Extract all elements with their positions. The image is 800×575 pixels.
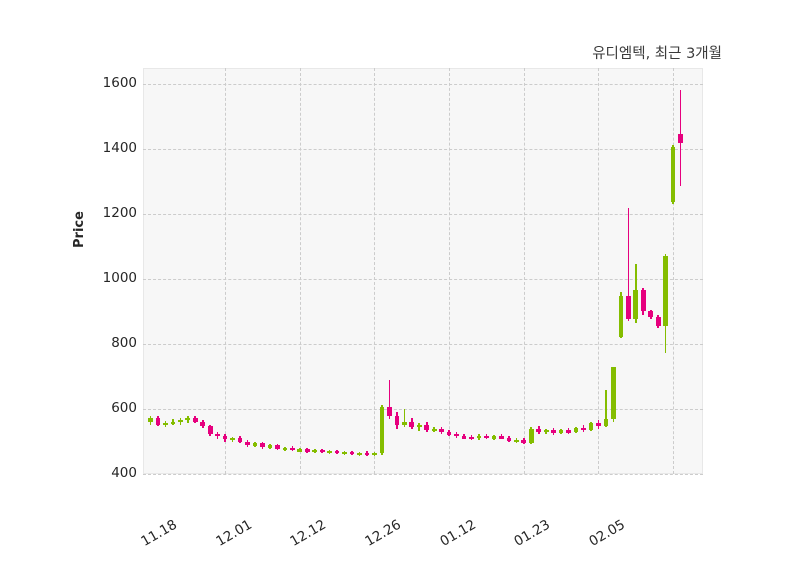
candle-body bbox=[655, 317, 661, 326]
y-tick-label: 1200 bbox=[102, 205, 137, 222]
chart-title: 유디엠텍, 최근 3개월 bbox=[592, 46, 722, 62]
candle-body bbox=[290, 448, 295, 451]
candle-body bbox=[402, 422, 407, 425]
candle-body bbox=[469, 436, 474, 440]
candle-wick bbox=[388, 379, 391, 419]
candle-body bbox=[297, 449, 303, 452]
candle-body bbox=[573, 427, 579, 432]
candle-body bbox=[640, 289, 646, 311]
candle-wick bbox=[403, 409, 406, 427]
candle-body bbox=[334, 451, 340, 454]
candle-body bbox=[304, 449, 310, 452]
candle-body bbox=[499, 436, 504, 439]
candle-wick bbox=[605, 389, 607, 428]
candle-body bbox=[596, 423, 601, 426]
y-tick-label: 600 bbox=[111, 400, 137, 417]
candle-body bbox=[633, 289, 639, 319]
candle-body bbox=[543, 429, 549, 432]
candle-body bbox=[163, 422, 168, 425]
candle-body bbox=[514, 439, 519, 442]
candle-body bbox=[379, 407, 385, 454]
candle-body bbox=[192, 418, 198, 423]
candle-body bbox=[230, 438, 235, 441]
candle-body bbox=[394, 415, 400, 425]
candle-body bbox=[200, 422, 206, 426]
candle-body bbox=[521, 439, 527, 443]
candle-body bbox=[491, 436, 497, 439]
candle-wick bbox=[627, 208, 630, 321]
candle-body bbox=[528, 428, 534, 443]
candle-body bbox=[416, 424, 422, 427]
candle-body bbox=[566, 430, 571, 433]
candle-body bbox=[155, 418, 161, 425]
candle-body bbox=[372, 453, 377, 456]
candle-body bbox=[170, 422, 176, 425]
candle-body bbox=[282, 448, 288, 451]
candle-body bbox=[275, 445, 280, 449]
candle-body bbox=[476, 435, 482, 439]
plot-area bbox=[143, 68, 703, 474]
candle-body bbox=[588, 423, 594, 430]
candle-body bbox=[178, 420, 183, 423]
candle-body bbox=[611, 367, 616, 420]
candle-body bbox=[618, 296, 624, 337]
candle-body bbox=[148, 418, 153, 423]
candle-body bbox=[260, 443, 265, 448]
candle-body bbox=[364, 453, 370, 456]
candle-body bbox=[648, 310, 654, 318]
candle-body bbox=[245, 441, 250, 445]
y-tick-label: 1400 bbox=[102, 140, 137, 157]
candle-body bbox=[424, 424, 430, 431]
candle-body bbox=[439, 428, 444, 433]
candle-body bbox=[626, 296, 631, 319]
y-tick-label: 1000 bbox=[102, 270, 137, 287]
candle-body bbox=[349, 451, 355, 455]
y-tick-label: 400 bbox=[111, 465, 137, 481]
candle-body bbox=[431, 428, 437, 431]
candle-body bbox=[484, 435, 489, 438]
candle-wick bbox=[418, 423, 421, 432]
candle-body bbox=[207, 425, 213, 434]
candle-body bbox=[506, 437, 512, 441]
candle-body bbox=[446, 432, 452, 435]
candle-body bbox=[387, 407, 392, 416]
y-tick-label: 1600 bbox=[102, 75, 137, 92]
candle-body bbox=[327, 451, 332, 454]
candle-body bbox=[536, 428, 542, 432]
candle-body bbox=[551, 429, 556, 434]
candle-body bbox=[319, 449, 325, 453]
candle-body bbox=[215, 433, 220, 437]
candle-body bbox=[678, 133, 683, 144]
candle-body bbox=[409, 422, 415, 427]
candle-body bbox=[222, 436, 228, 439]
candle-body bbox=[237, 438, 243, 442]
candle-body bbox=[185, 418, 191, 421]
candle-body bbox=[461, 436, 467, 439]
gridline-horizontal bbox=[143, 474, 703, 475]
candle-body bbox=[454, 433, 459, 437]
candle-body bbox=[558, 430, 564, 434]
candle-body bbox=[603, 419, 609, 426]
candle-body bbox=[342, 451, 347, 455]
candle-body bbox=[663, 255, 668, 326]
candle-body bbox=[357, 453, 362, 456]
candle-body bbox=[252, 443, 258, 446]
y-tick-label: 800 bbox=[111, 335, 137, 352]
candle-body bbox=[267, 445, 273, 448]
candle-body bbox=[581, 427, 586, 431]
candle-body bbox=[312, 449, 318, 453]
candle-body bbox=[670, 147, 676, 202]
